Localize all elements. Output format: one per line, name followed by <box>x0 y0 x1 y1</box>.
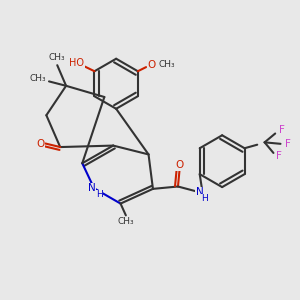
Text: CH₃: CH₃ <box>159 60 175 69</box>
Text: H: H <box>201 194 208 203</box>
Text: H: H <box>96 190 103 199</box>
Text: CH₃: CH₃ <box>118 217 134 226</box>
Text: N: N <box>196 188 203 197</box>
Text: N: N <box>88 183 96 193</box>
Text: F: F <box>279 125 285 135</box>
Text: CH₃: CH₃ <box>29 74 46 83</box>
Text: HO: HO <box>69 58 84 68</box>
Text: CH₃: CH₃ <box>49 53 66 62</box>
Text: O: O <box>175 160 184 170</box>
Text: F: F <box>285 139 291 149</box>
Text: F: F <box>276 152 282 161</box>
Text: O: O <box>36 139 44 148</box>
Text: O: O <box>148 60 156 70</box>
